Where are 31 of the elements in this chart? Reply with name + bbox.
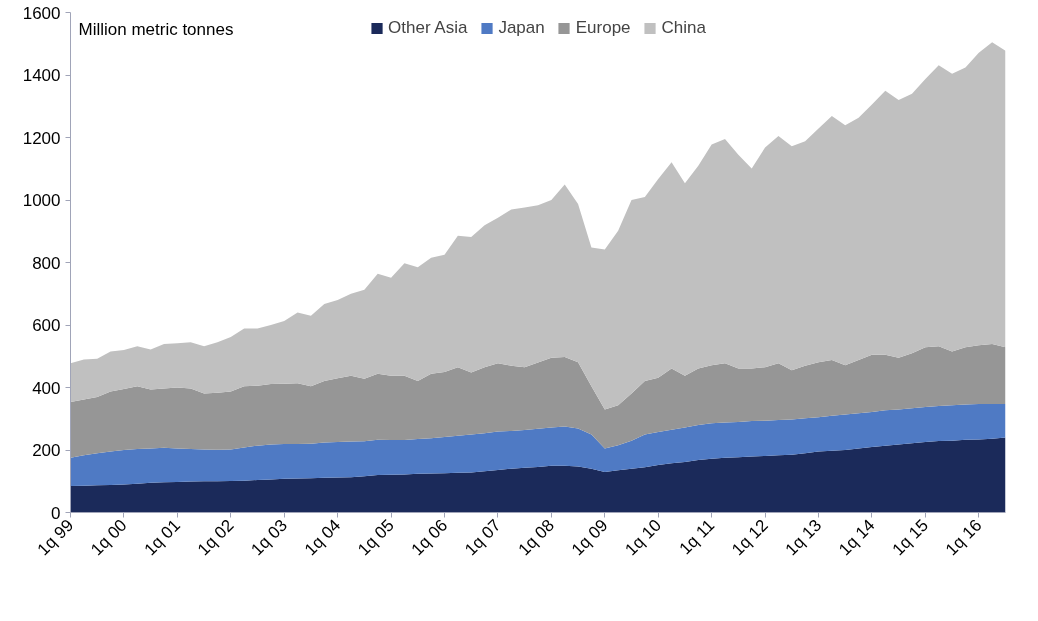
y-axis-title: Million metric tonnes <box>78 19 234 39</box>
x-tick-label: 1q 12 <box>728 515 772 560</box>
y-tick-label: 200 <box>32 441 61 460</box>
x-tick-label: 1q 08 <box>514 515 559 560</box>
x-tick-label: 1q 10 <box>621 515 665 560</box>
x-tick-label: 1q 14 <box>835 515 879 560</box>
x-tick-label: 1q 13 <box>781 515 826 560</box>
legend-label: Europe <box>575 18 631 38</box>
legend-label: Other Asia <box>388 18 468 38</box>
y-tick-label: 1600 <box>22 3 61 23</box>
y-tick-label: 0 <box>51 503 61 523</box>
x-tick-label: 1q 15 <box>888 515 933 560</box>
x-tick-label: 1q 00 <box>87 515 131 560</box>
x-tick-label: 1q 04 <box>300 515 345 560</box>
x-tick-label: 1q 01 <box>140 515 185 560</box>
x-tick-label: 1q 02 <box>193 515 238 560</box>
x-tick-label: 1q 07 <box>461 515 505 560</box>
x-tick-label: 1q 16 <box>941 515 986 560</box>
y-tick-label: 1400 <box>22 66 61 85</box>
x-tick-label: 1q 11 <box>675 515 719 559</box>
legend-label: China <box>661 18 706 38</box>
x-tick-label: 1q 09 <box>567 515 612 560</box>
y-tick-label: 600 <box>32 316 61 335</box>
legend-label: Japan <box>498 18 545 38</box>
y-tick-label: 800 <box>32 253 61 273</box>
x-tick-label: 1q 03 <box>247 515 291 560</box>
y-tick-label: 1200 <box>22 128 61 148</box>
y-tick-label: 400 <box>32 378 61 398</box>
x-tick-label: 1q 06 <box>407 515 452 560</box>
x-tick-label: 1q 05 <box>354 515 398 560</box>
y-tick-label: 1000 <box>22 191 61 210</box>
